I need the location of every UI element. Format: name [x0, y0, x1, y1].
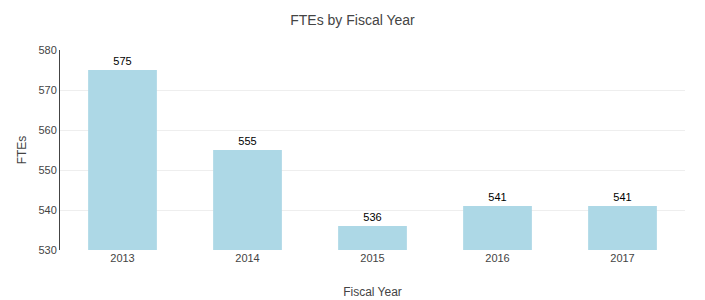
- svg-text:FTEs by Fiscal Year: FTEs by Fiscal Year: [290, 12, 415, 28]
- svg-text:Fiscal Year: Fiscal Year: [343, 285, 402, 299]
- svg-text:536: 536: [363, 211, 381, 223]
- svg-text:540: 540: [38, 204, 56, 216]
- svg-text:2017: 2017: [610, 252, 634, 264]
- svg-text:2013: 2013: [110, 252, 134, 264]
- svg-text:2016: 2016: [485, 252, 509, 264]
- svg-text:555: 555: [238, 135, 256, 147]
- svg-text:FTEs: FTEs: [15, 136, 29, 165]
- svg-text:570: 570: [38, 84, 56, 96]
- svg-text:2014: 2014: [235, 252, 259, 264]
- svg-text:560: 560: [38, 124, 56, 136]
- svg-text:580: 580: [38, 44, 56, 56]
- svg-text:541: 541: [613, 191, 631, 203]
- svg-text:550: 550: [38, 164, 56, 176]
- svg-text:541: 541: [488, 191, 506, 203]
- svg-text:575: 575: [113, 55, 131, 67]
- svg-text:530: 530: [38, 244, 56, 256]
- svg-text:2015: 2015: [360, 252, 384, 264]
